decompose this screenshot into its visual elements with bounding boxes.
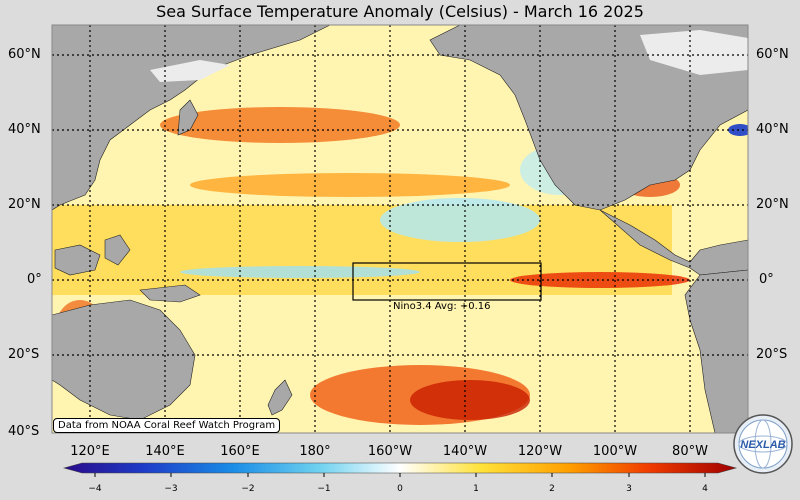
nexlab-logo[interactable]: NEXLAB (732, 413, 794, 475)
lat-label: 60°N (8, 47, 41, 62)
nino34-label: Nino3.4 Avg: +0.16 (393, 301, 491, 312)
data-credit: Data from NOAA Coral Reef Watch Program (53, 418, 281, 433)
north-pacific-warm-anomaly (160, 107, 400, 143)
lat-label: 0° (27, 272, 42, 287)
lon-label: 160°W (367, 444, 413, 459)
equatorial-warm-tongue (510, 272, 690, 288)
svg-text:NEXLAB: NEXLAB (740, 439, 785, 451)
colorbar-tick: 2 (549, 484, 555, 494)
lat-label: 0° (759, 272, 774, 287)
colorbar-tick: −2 (241, 484, 255, 494)
colorbar-tick: 3 (626, 484, 632, 494)
lat-label: 40°S (8, 424, 40, 439)
colorbar-tick: 4 (702, 484, 708, 494)
colorbar-tick: −3 (164, 484, 178, 494)
lat-label: 60°N (756, 47, 789, 62)
lat-label: 20°N (756, 197, 789, 212)
land-masses (52, 25, 748, 433)
colorbar-tick: 1 (473, 484, 479, 494)
lat-label: 20°S (756, 347, 788, 362)
lon-label: 120°W (517, 444, 563, 459)
lon-label: 80°W (672, 444, 708, 459)
lon-label: 180° (299, 444, 331, 459)
lon-label: 160°E (220, 444, 260, 459)
colorbar-tick: −1 (317, 484, 331, 494)
lon-label: 140°W (442, 444, 488, 459)
colorbar-tick: 0 (397, 484, 403, 494)
lon-label: 140°E (145, 444, 185, 459)
map-title: Sea Surface Temperature Anomaly (Celsius… (156, 2, 644, 21)
colorbar-tick: −4 (88, 484, 102, 494)
lat-label: 40°N (756, 122, 789, 137)
nino34-box (352, 262, 542, 301)
lat-label: 20°N (8, 197, 41, 212)
lat-label: 20°S (8, 347, 40, 362)
lat-label: 40°N (8, 122, 41, 137)
colorbar (62, 462, 738, 474)
lon-label: 100°W (592, 444, 638, 459)
lon-label: 120°E (70, 444, 110, 459)
graticule (52, 25, 748, 433)
central-pacific-cool-anomaly (380, 198, 540, 242)
